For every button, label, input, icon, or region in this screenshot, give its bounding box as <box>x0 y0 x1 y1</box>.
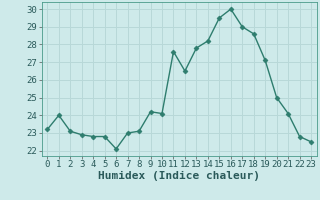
X-axis label: Humidex (Indice chaleur): Humidex (Indice chaleur) <box>98 171 260 181</box>
